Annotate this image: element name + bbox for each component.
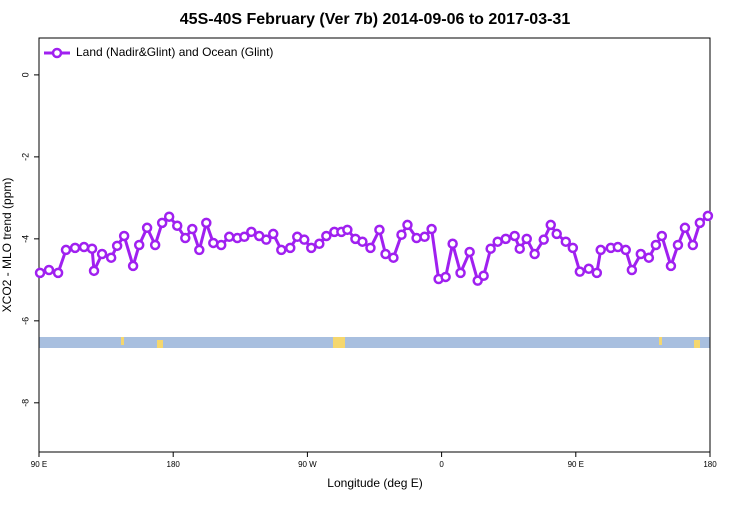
y-tick-label: -6 xyxy=(20,317,30,325)
data-point xyxy=(455,267,466,279)
data-point xyxy=(215,239,227,251)
data-point xyxy=(551,228,562,240)
data-point xyxy=(591,267,603,279)
data-point xyxy=(246,226,257,238)
data-point xyxy=(567,242,579,254)
data-point xyxy=(643,252,655,263)
data-point xyxy=(149,239,161,251)
data-point xyxy=(52,267,64,279)
data-point xyxy=(86,243,98,254)
y-tick-label: -4 xyxy=(20,235,30,243)
data-point xyxy=(187,223,198,235)
data-point xyxy=(538,234,549,245)
legend-label: Land (Nadir&Glint) and Ocean (Glint) xyxy=(76,45,273,59)
data-point xyxy=(620,244,632,256)
legend-marker xyxy=(51,47,63,59)
data-point xyxy=(96,248,108,260)
plot-frame xyxy=(38,37,711,453)
data-point xyxy=(574,266,586,277)
data-point xyxy=(419,231,430,243)
data-point xyxy=(514,243,525,254)
data-point xyxy=(268,228,279,240)
data-point xyxy=(276,244,287,256)
data-point xyxy=(500,233,511,245)
x-tick-label: 180 xyxy=(167,460,181,469)
surface-strip xyxy=(39,337,710,348)
y-axis-label: XCO2 - MLO trend (ppm) xyxy=(0,178,14,313)
data-point xyxy=(239,231,250,243)
data-point xyxy=(118,230,130,242)
x-tick-label: 90 E xyxy=(31,460,47,469)
y-tick-label: -8 xyxy=(20,399,30,407)
data-point xyxy=(396,229,407,241)
data-point xyxy=(665,260,677,272)
data-point xyxy=(88,265,100,277)
data-point xyxy=(60,244,72,256)
data-point xyxy=(365,242,376,254)
data-point xyxy=(374,224,385,236)
x-tick-label: 180 xyxy=(703,460,717,469)
data-point xyxy=(78,241,90,253)
data-point xyxy=(163,211,175,222)
data-point xyxy=(224,231,235,243)
data-point xyxy=(380,248,391,260)
data-point xyxy=(299,234,310,245)
y-tick-label: -2 xyxy=(20,153,30,161)
data-point xyxy=(43,264,55,276)
data-point xyxy=(201,217,212,229)
data-point xyxy=(529,248,540,260)
data-point xyxy=(194,244,205,256)
data-point xyxy=(464,246,475,258)
data-point xyxy=(306,242,317,254)
data-point xyxy=(521,233,532,245)
data-point xyxy=(285,242,296,254)
data-point xyxy=(260,234,272,245)
data-point xyxy=(656,230,668,242)
data-point xyxy=(694,217,706,229)
data-point xyxy=(635,248,647,260)
data-point xyxy=(105,252,117,263)
data-point xyxy=(595,244,606,256)
data-point xyxy=(133,239,145,251)
data-point xyxy=(679,222,691,234)
data-point xyxy=(357,236,368,247)
x-tick-label: 90 W xyxy=(298,460,317,469)
data-point xyxy=(672,239,684,251)
data-point xyxy=(411,232,422,244)
chart-title: 45S-40S February (Ver 7b) 2014-09-06 to … xyxy=(180,11,571,28)
data-point xyxy=(702,210,714,222)
data-point xyxy=(156,217,168,229)
data-point xyxy=(583,263,595,275)
data-point xyxy=(141,222,153,234)
data-point xyxy=(388,252,399,263)
data-point xyxy=(478,270,489,281)
y-tick-label: 0 xyxy=(20,72,30,77)
data-point xyxy=(560,236,572,247)
data-point xyxy=(180,232,191,244)
data-point xyxy=(127,260,139,272)
data-point xyxy=(650,239,662,251)
data-point xyxy=(626,264,638,276)
data-point xyxy=(314,238,325,250)
data-point xyxy=(69,242,81,254)
data-point xyxy=(447,238,458,250)
data-point xyxy=(321,230,332,242)
data-point xyxy=(402,219,413,231)
data-point xyxy=(545,219,556,231)
data-point xyxy=(687,239,699,251)
data-point xyxy=(440,271,451,283)
x-tick-label: 90 E xyxy=(568,460,584,469)
x-axis-label: Longitude (deg E) xyxy=(327,476,422,490)
data-point xyxy=(111,240,123,252)
data-point xyxy=(426,223,437,235)
data-point xyxy=(171,220,183,231)
data-point xyxy=(492,236,503,247)
data-point xyxy=(509,230,520,242)
data-point xyxy=(485,243,496,254)
data-point xyxy=(342,224,353,236)
data-point xyxy=(34,267,46,279)
x-tick-label: 0 xyxy=(439,460,444,469)
